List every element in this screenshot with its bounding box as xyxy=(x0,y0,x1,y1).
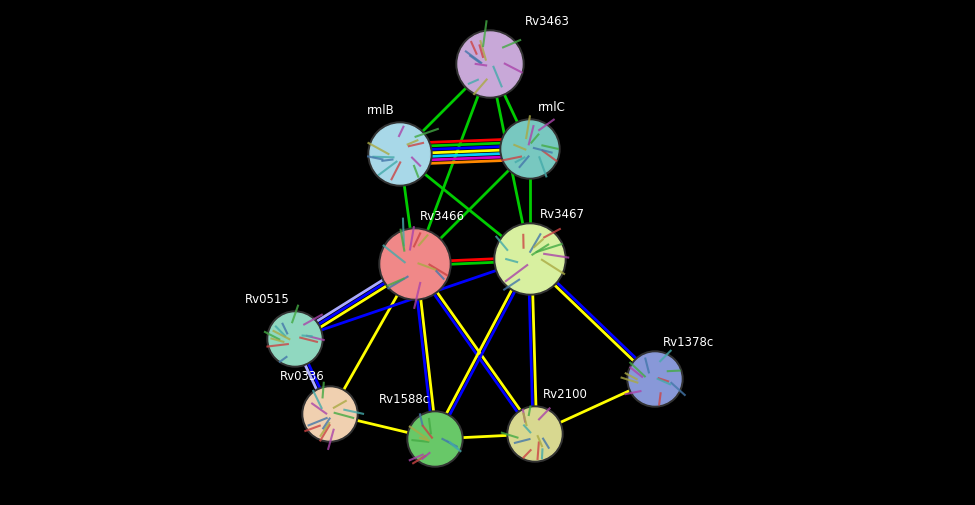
Circle shape xyxy=(458,33,522,97)
Circle shape xyxy=(507,406,563,462)
Circle shape xyxy=(496,226,564,293)
Circle shape xyxy=(494,224,566,295)
Circle shape xyxy=(500,120,560,180)
Circle shape xyxy=(627,351,683,407)
Text: rmlC: rmlC xyxy=(538,101,566,114)
Circle shape xyxy=(509,408,561,460)
Circle shape xyxy=(629,354,681,405)
Circle shape xyxy=(456,31,524,99)
Circle shape xyxy=(370,125,430,185)
Circle shape xyxy=(502,122,558,178)
Text: Rv2100: Rv2100 xyxy=(543,387,588,400)
Circle shape xyxy=(267,312,323,367)
Circle shape xyxy=(407,411,463,467)
Text: Rv0515: Rv0515 xyxy=(246,292,290,306)
Text: Rv3467: Rv3467 xyxy=(540,208,585,221)
Text: Rv3463: Rv3463 xyxy=(525,15,569,28)
Text: rmlB: rmlB xyxy=(368,104,395,117)
Circle shape xyxy=(381,231,449,298)
Circle shape xyxy=(302,386,358,442)
Circle shape xyxy=(409,413,461,465)
Circle shape xyxy=(379,229,451,300)
Circle shape xyxy=(304,388,356,440)
Circle shape xyxy=(269,314,321,365)
Text: Rv1588c: Rv1588c xyxy=(379,392,430,405)
Circle shape xyxy=(368,123,432,187)
Text: Rv1378c: Rv1378c xyxy=(663,335,715,348)
Text: Rv3466: Rv3466 xyxy=(420,210,465,223)
Text: Rv0336: Rv0336 xyxy=(280,369,325,382)
